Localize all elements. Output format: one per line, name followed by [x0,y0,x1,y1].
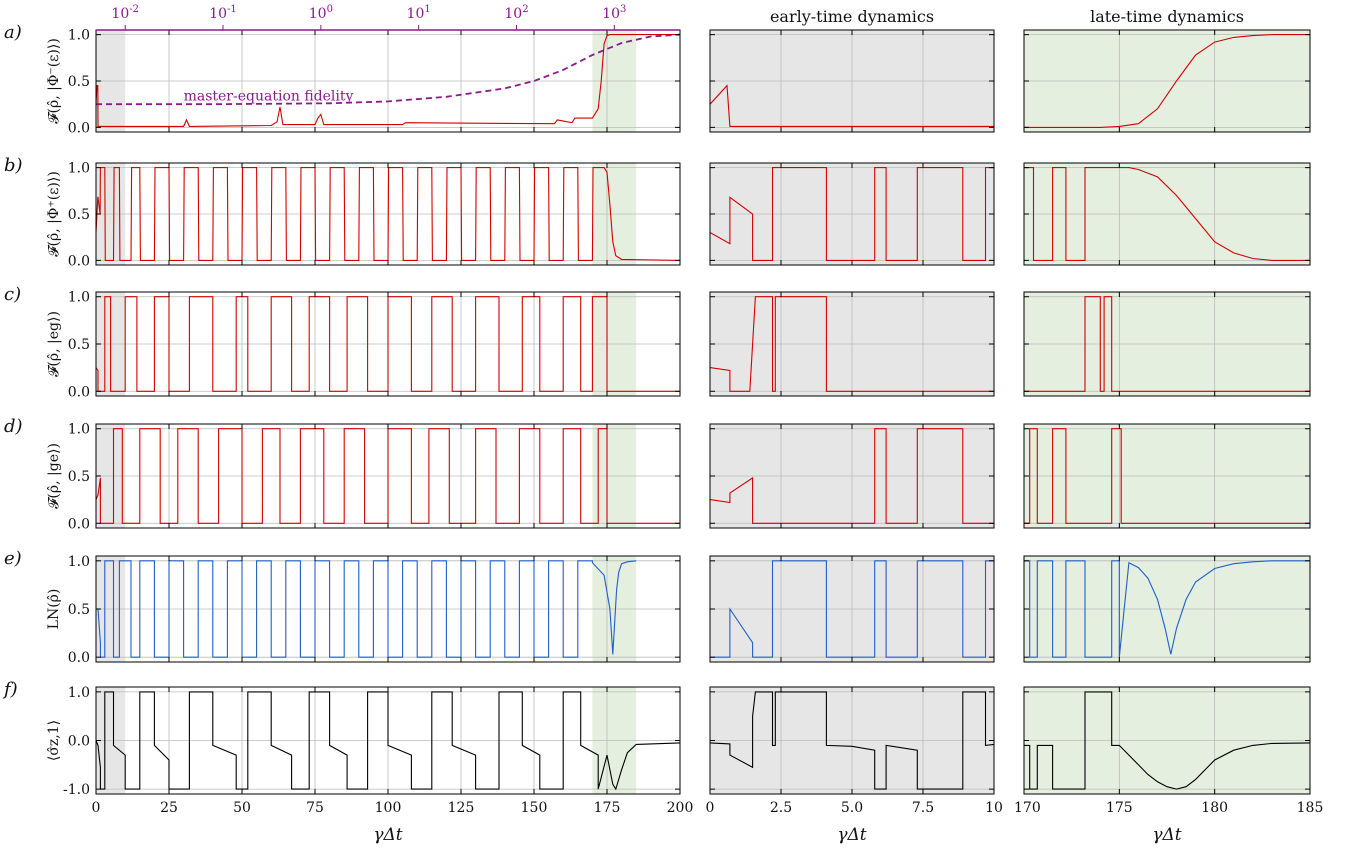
series-line [710,84,994,127]
series-line [710,167,994,261]
panel-c-col1 [709,291,995,397]
x-tick-label: 0 [92,800,101,816]
y-tick-label: 0.5 [68,602,90,618]
y-tick-label: 1.0 [68,161,90,177]
master-equation-curve [96,33,680,106]
panel-letter: a) [4,22,22,43]
series-line [710,296,994,392]
y-tick-label: 1.0 [68,422,90,438]
y-axis-label: ⟨σ̂z,1⟩ [46,720,62,761]
y-tick-label: 1.0 [68,554,90,570]
top-axis-tick-label: 103 [602,4,626,22]
series-line [96,428,680,524]
panel-e-col2 [1023,555,1311,663]
x-tick-label: 10 [985,800,1003,816]
column-title: late-time dynamics [1090,7,1244,26]
panel-f-col1: 0 2.5 5.0 7.5 10 [706,686,1003,816]
y-axis-label: 𝓕(ρ̂, |ge⟩) [46,443,62,509]
panel-letter: f) [2,679,18,700]
x-tick-label: 2.5 [770,800,792,816]
top-axis-tick-label: 10-2 [111,4,139,22]
y-tick-label: 0.5 [68,469,90,485]
panel-d-col0: 0.0 0.5 1.0 [68,422,681,532]
panel-letter: b) [4,155,23,176]
y-axis-label: 𝓕(ρ̂, |Φ⁻(ε)⟩) [46,38,62,124]
series-line [710,428,994,524]
series-line [1024,296,1310,392]
y-tick-label: 0.5 [68,207,90,223]
panel-f-col2: 170 175 180 185 [1014,686,1324,816]
series-line [1024,34,1310,128]
x-axis-label: γΔt [1152,825,1181,845]
column-title: early-time dynamics [770,7,934,26]
panel-e-col0: 0.0 0.5 1.0 [68,554,681,666]
series-line [96,691,680,791]
x-tick-label: 25 [160,800,178,816]
y-tick-label: 0.5 [68,74,90,90]
x-tick-label: 0 [706,800,715,816]
panel-a-col0: 0.0 0.5 1.0 [68,28,681,136]
x-tick-label: 150 [521,800,548,816]
panel-f-col0: -1.0 0.0 1.0 0 25 50 75 100 125 150 175 200 [63,685,693,816]
y-tick-label: 1.0 [68,290,90,306]
panel-d-col1 [709,423,995,529]
y-axis-label: 𝓕(ρ̂, |Φ⁺(ε)⟩) [46,171,62,257]
y-tick-label: 0.0 [68,253,90,269]
top-axis-tick-label: 10-1 [209,4,237,22]
x-tick-label: 170 [1014,800,1041,816]
x-tick-label: 175 [594,800,621,816]
series-line [710,691,994,790]
y-tick-label: 0.0 [68,516,90,532]
top-axis-tick-label: 101 [407,4,431,22]
y-tick-label: 0.0 [68,734,90,750]
x-tick-label: 180 [1201,800,1228,816]
y-tick-label: -1.0 [63,782,90,798]
top-axis-tick-label: 100 [309,4,333,22]
x-tick-label: 175 [1106,800,1133,816]
y-tick-label: 0.0 [68,120,90,136]
x-tick-label: 5.0 [841,800,863,816]
x-tick-label: 200 [667,800,694,816]
panel-c-col2 [1023,291,1311,397]
y-axis-label: LN(ρ̂) [46,589,62,630]
x-tick-label: 185 [1297,800,1324,816]
y-tick-label: 0.0 [68,384,90,400]
series-line [710,560,994,658]
panel-b-col1 [709,162,995,266]
y-tick-label: 0.0 [68,650,90,666]
y-tick-label: 1.0 [68,685,90,701]
series-line [96,560,637,658]
panel-a-col2 [1023,29,1311,133]
series-line [96,167,680,261]
panel-a-col1 [709,29,995,133]
series-line [96,296,680,392]
panel-letter: e) [4,548,22,569]
panel-b-col0: 0.0 0.5 1.0 [68,161,681,269]
x-tick-label: 125 [448,800,475,816]
panel-letter: d) [4,416,23,437]
y-tick-label: 1.0 [68,28,90,44]
top-axis-tick-label: 102 [504,4,528,22]
master-equation-annotation: master-equation fidelity [184,88,354,104]
panel-c-col0: 0.0 0.5 1.0 [68,290,681,400]
x-tick-label: 75 [306,800,324,816]
panel-e-col1 [709,555,995,663]
x-axis-label: γΔt [837,825,866,845]
x-tick-label: 7.5 [912,800,934,816]
x-tick-label: 50 [233,800,251,816]
series-line [96,34,680,127]
series-line [1024,691,1310,790]
series-line [1024,167,1310,261]
x-tick-label: 100 [375,800,402,816]
panel-d-col2 [1023,423,1311,529]
y-axis-label: 𝓕(ρ̂, |eg⟩) [46,311,62,377]
panel-letter: c) [4,284,21,305]
x-axis-label: γΔt [373,825,402,845]
y-tick-label: 0.5 [68,337,90,353]
panel-b-col2 [1023,162,1311,266]
